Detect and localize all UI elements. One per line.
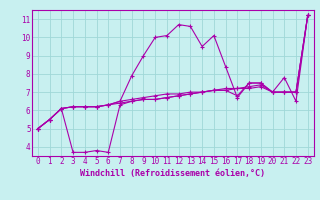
X-axis label: Windchill (Refroidissement éolien,°C): Windchill (Refroidissement éolien,°C) bbox=[80, 169, 265, 178]
